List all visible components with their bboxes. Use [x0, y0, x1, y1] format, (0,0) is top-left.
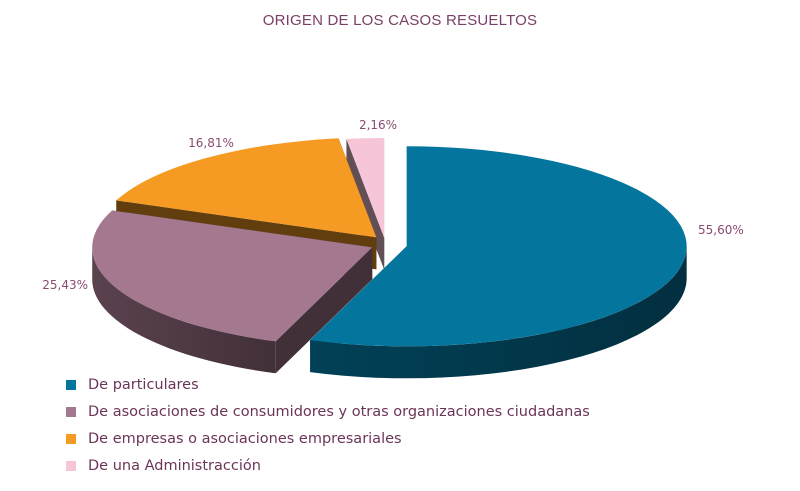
legend-label: De asociaciones de consumidores y otras … — [88, 403, 590, 420]
data-label-1: 25,43% — [42, 278, 88, 292]
data-label-2: 16,81% — [188, 136, 234, 150]
data-label-0: 55,60% — [698, 223, 744, 237]
pie-slice-0 — [310, 146, 687, 347]
legend-swatch — [66, 406, 76, 417]
chart-title: ORIGEN DE LOS CASOS RESUELTOS — [262, 12, 538, 29]
legend-label: De una Administracción — [88, 457, 261, 474]
pie-top-layer — [92, 138, 687, 347]
legend-item: De asociaciones de consumidores y otras … — [66, 398, 590, 425]
pie-slice-3 — [346, 138, 385, 239]
pie-slice-1 — [92, 210, 373, 342]
pie-slice-side — [310, 246, 687, 379]
data-label-3: 2,16% — [359, 118, 397, 132]
legend-swatch — [66, 460, 76, 471]
pie-slice-wall — [275, 247, 373, 374]
pie-labels-layer: 55,60% 25,43% 16,81% 2,16% — [42, 118, 744, 292]
legend-item: De empresas o asociaciones empresariales — [66, 425, 590, 452]
legend-item: De particulares — [66, 371, 590, 398]
pie-slice-side — [92, 247, 276, 374]
legend-label: De empresas o asociaciones empresariales — [88, 430, 402, 447]
legend: De particulares De asociaciones de consum… — [66, 371, 590, 479]
legend-label: De particulares — [88, 376, 199, 393]
legend-swatch — [66, 433, 76, 444]
pie-slice-2 — [116, 138, 377, 238]
legend-swatch — [66, 379, 76, 390]
legend-item: De una Administracción — [66, 452, 590, 479]
